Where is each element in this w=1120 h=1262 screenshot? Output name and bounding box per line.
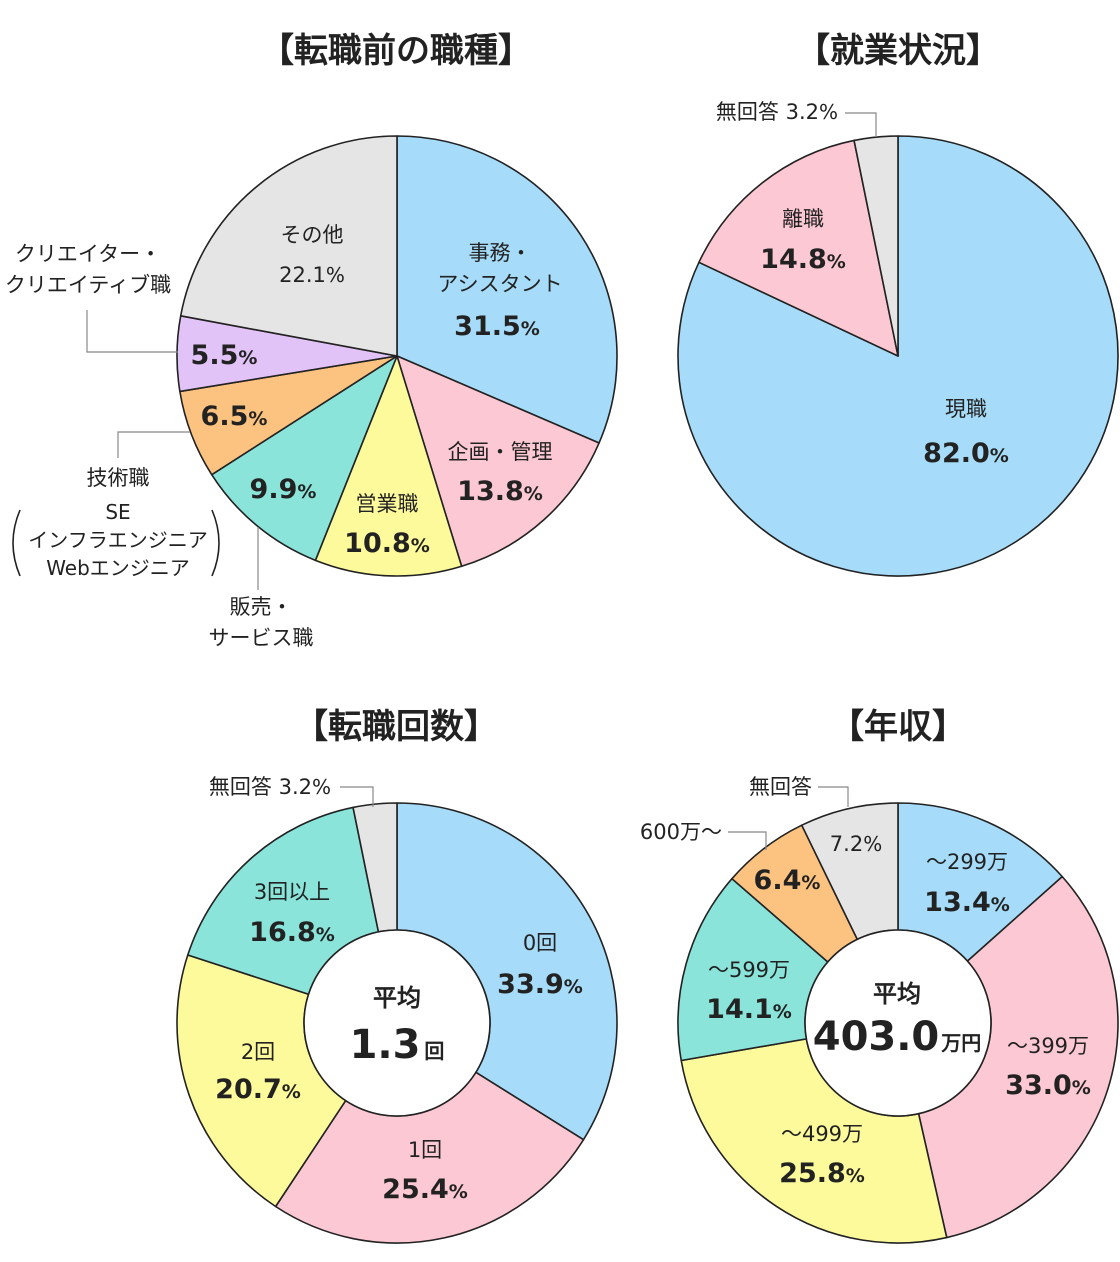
slice-label: 企画・管理 xyxy=(448,440,553,464)
slice-value: 6.4% xyxy=(754,865,821,896)
chart-wedges xyxy=(176,135,618,577)
slice-value: 14.1% xyxy=(706,994,792,1025)
chart-annual-income: 【年収】 ～299万 13.4% ～399万 33.0% ～499万 25.8%… xyxy=(640,707,1119,1244)
bracket-left xyxy=(12,509,21,577)
chart-job-change-count: 【転職回数】 0回 33.9% 1回 25.4% 2回 20.7% 3回以上 1… xyxy=(176,707,618,1244)
chart-title: 【就業状況】 xyxy=(796,31,1000,71)
slice-value: 25.8% xyxy=(779,1158,865,1189)
external-label: 無回答 3.2% xyxy=(209,775,331,799)
slice-label: ～399万 xyxy=(1007,1034,1089,1058)
slice-label: ～499万 xyxy=(781,1122,863,1146)
slice-value: 14.8% xyxy=(760,244,846,275)
slice-label: 営業職 xyxy=(356,492,419,516)
donut-hole xyxy=(804,929,992,1117)
slice-label: ～599万 xyxy=(708,958,790,982)
slice-value: 13.4% xyxy=(924,887,1010,918)
slice-label: 3回以上 xyxy=(254,880,330,904)
slice-value: 9.9% xyxy=(250,474,317,505)
chart-employment-status: 【就業状況】 現職 82.0% 離職 14.8% 無回答 3.2% xyxy=(677,31,1119,577)
external-label: インフラエンジニア xyxy=(28,528,207,552)
chart-wedges xyxy=(677,802,1119,1244)
leader-line xyxy=(340,786,374,807)
slice-value: 10.8% xyxy=(344,528,430,559)
slice-value: 7.2% xyxy=(830,832,882,856)
slice-label: ～299万 xyxy=(926,850,1008,874)
external-label: クリエイティブ職 xyxy=(5,273,171,297)
slice-value: 20.7% xyxy=(215,1074,301,1105)
center-value: 403.0 万円 xyxy=(813,1014,982,1060)
external-label: クリエイター・ xyxy=(15,242,161,266)
slice-value: 31.5% xyxy=(454,311,540,342)
external-label: Webエンジニア xyxy=(46,556,190,580)
slice-label: 1回 xyxy=(408,1138,442,1162)
slice-value: 82.0% xyxy=(923,438,1009,469)
slice-label: アシスタント xyxy=(437,272,562,296)
pie-slice-1-1 xyxy=(396,135,618,444)
external-label: 600万～ xyxy=(640,820,722,844)
pie-slice-2-2 xyxy=(698,139,899,357)
center-label: 平均 xyxy=(373,984,421,1012)
pie-slice-2-3 xyxy=(853,135,899,357)
slice-label: 0回 xyxy=(523,931,557,955)
slice-value: 22.1% xyxy=(279,263,345,287)
slice-label: その他 xyxy=(281,223,344,247)
external-label: 販売・ xyxy=(230,595,293,619)
chart-title: 【年収】 xyxy=(830,707,966,747)
chart-wedges xyxy=(176,802,618,1244)
donut-hole xyxy=(303,929,491,1117)
slice-label: 2回 xyxy=(241,1040,275,1064)
leader-line xyxy=(86,310,178,353)
external-label: サービス職 xyxy=(209,626,314,650)
pie-slice-1-3 xyxy=(314,355,463,577)
slice-value: 6.5% xyxy=(201,401,268,432)
bracket-right xyxy=(211,509,220,577)
chart-title: 【転職回数】 xyxy=(294,707,498,747)
chart-title: 【転職前の職種】 xyxy=(260,31,532,71)
slice-label: 離職 xyxy=(782,207,824,231)
leader-line xyxy=(728,831,767,850)
slice-label: 事務・ xyxy=(469,241,532,265)
center-label: 平均 xyxy=(873,980,921,1008)
slice-value: 16.8% xyxy=(249,917,335,948)
pie-slice-1-7 xyxy=(179,135,398,357)
slice-value: 33.9% xyxy=(497,969,583,1000)
leader-line xyxy=(845,112,877,137)
slice-value: 13.8% xyxy=(457,476,543,507)
slice-value: 5.5% xyxy=(191,340,258,371)
slice-label: 現職 xyxy=(945,397,987,421)
external-label: 無回答 xyxy=(749,775,812,799)
external-label: SE xyxy=(105,500,130,524)
pie-slice-1-4 xyxy=(210,355,398,562)
external-label: 技術職 xyxy=(87,466,150,490)
center-value: 1.3 回 xyxy=(350,1022,445,1068)
slice-value: 25.4% xyxy=(382,1174,468,1205)
external-label: 無回答 3.2% xyxy=(716,100,838,124)
leader-line xyxy=(117,431,190,458)
pie-slice-1-2 xyxy=(396,355,600,568)
leader-line xyxy=(818,786,849,807)
slice-value: 33.0% xyxy=(1005,1070,1091,1101)
chart-job-type: 【転職前の職種】 事務・ アシスタント 31.5% 企画・管理 13.8% 営業… xyxy=(5,31,618,650)
chart-wedges xyxy=(677,135,1119,577)
